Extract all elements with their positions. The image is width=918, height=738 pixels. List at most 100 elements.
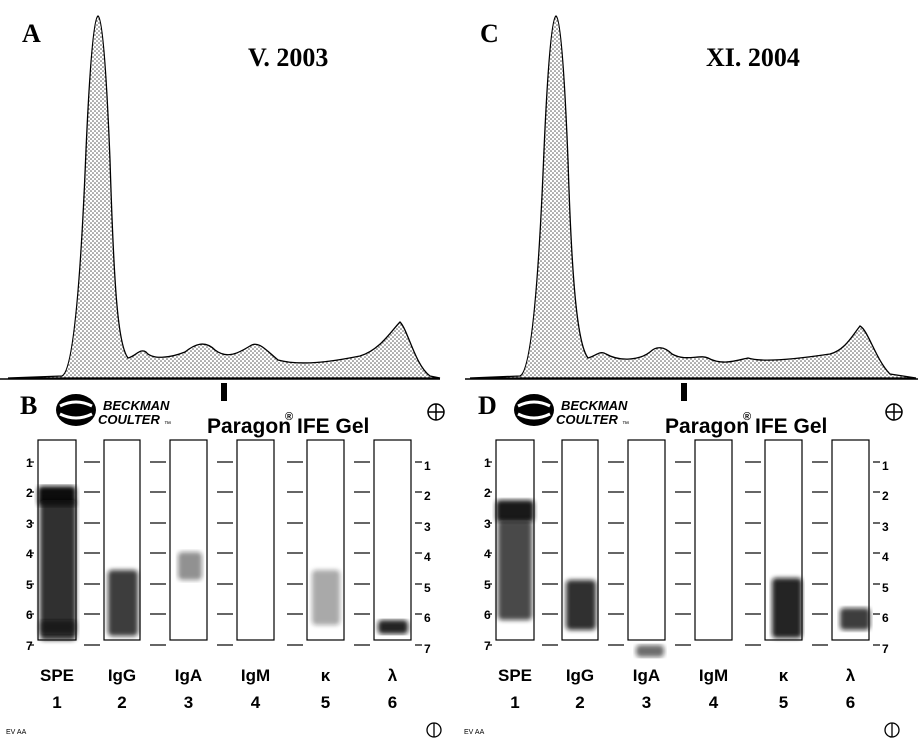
gel-band <box>40 500 76 640</box>
gel-lane <box>627 439 666 641</box>
gel-lane <box>831 439 870 641</box>
scale-label: 7 <box>882 642 889 656</box>
trademark: ™ <box>164 421 171 428</box>
densitogram-a <box>0 15 441 401</box>
gel-band <box>378 620 408 634</box>
product: Paragon <box>207 415 291 438</box>
gel-band <box>566 580 596 630</box>
scale-label: 5 <box>26 578 33 592</box>
gel-band <box>496 500 534 522</box>
gel-lane <box>694 439 733 641</box>
gel-band <box>178 552 202 580</box>
gel-band <box>636 645 664 657</box>
scale-label: 4 <box>484 547 491 561</box>
lane-name: IgA <box>175 666 202 685</box>
registered: ® <box>743 411 751 423</box>
scale-label: 3 <box>882 520 889 534</box>
lane-name: IgM <box>699 666 728 685</box>
densitogram-c <box>465 15 918 401</box>
anode-plus <box>886 404 902 420</box>
gel-band <box>312 570 340 625</box>
scale-label: 6 <box>882 611 889 625</box>
lane-number: 6 <box>388 693 397 712</box>
scale-label: 6 <box>26 608 33 622</box>
lane-name: λ <box>388 666 398 685</box>
scale-label: 7 <box>484 639 491 653</box>
scale-label: 1 <box>424 459 431 473</box>
lane-number: 4 <box>709 693 719 712</box>
panel-label: C <box>480 19 499 48</box>
logo-swoosh <box>59 400 93 420</box>
lane-number: 3 <box>184 693 193 712</box>
lane-name: λ <box>846 666 856 685</box>
lane-number: 2 <box>117 693 126 712</box>
trademark: ™ <box>622 421 629 428</box>
gel-lane <box>373 439 412 641</box>
brand: BECKMAN <box>561 398 628 413</box>
scale-label: 2 <box>424 489 431 503</box>
scale-label: 1 <box>484 456 491 470</box>
gel-lane <box>169 439 208 641</box>
footer-code: EV AA <box>464 729 485 736</box>
panel-date: XI. 2004 <box>706 43 800 72</box>
lane-number: 3 <box>642 693 651 712</box>
brand: COULTER <box>556 412 618 427</box>
brand: COULTER <box>98 412 160 427</box>
panel-label: B <box>20 391 37 420</box>
scale-label: 6 <box>424 611 431 625</box>
scale-label: 5 <box>484 578 491 592</box>
lane-name: IgM <box>241 666 270 685</box>
footer-code: EV AA <box>6 729 27 736</box>
gel-band <box>40 620 76 634</box>
gel-band <box>772 578 802 638</box>
scale-label: 3 <box>484 517 491 531</box>
panel-date: V. 2003 <box>248 43 328 72</box>
panel-label: D <box>478 391 497 420</box>
lane-number: 4 <box>251 693 261 712</box>
lane-number: 6 <box>846 693 855 712</box>
scale-label: 4 <box>882 550 889 564</box>
scale-label: 1 <box>26 456 33 470</box>
scale-label: 4 <box>26 547 33 561</box>
scale-label: 2 <box>484 486 491 500</box>
gel-band <box>498 520 532 620</box>
logo <box>514 394 554 426</box>
scale-label: 7 <box>424 642 431 656</box>
lane-name: κ <box>321 666 331 685</box>
anode-plus <box>428 404 444 420</box>
scale-label: 5 <box>424 581 431 595</box>
scale-label: 1 <box>882 459 889 473</box>
product: Paragon <box>665 415 749 438</box>
lane-number: 1 <box>510 693 519 712</box>
scale-label: 4 <box>424 550 431 564</box>
scale-label: 2 <box>882 489 889 503</box>
lane-number: 5 <box>321 693 330 712</box>
scale-label: 6 <box>484 608 491 622</box>
lane-name: SPE <box>40 666 74 685</box>
scale-label: 7 <box>26 639 33 653</box>
registered: ® <box>285 411 293 423</box>
lane-name: IgG <box>566 666 594 685</box>
logo <box>56 394 96 426</box>
lane-number: 1 <box>52 693 61 712</box>
scale-label: 3 <box>424 520 431 534</box>
lane-name: κ <box>779 666 789 685</box>
lane-name: IgG <box>108 666 136 685</box>
product: IFE Gel <box>755 415 827 438</box>
lane-number: 2 <box>575 693 584 712</box>
logo-swoosh <box>517 400 551 420</box>
gel-band <box>108 570 138 636</box>
brand: BECKMAN <box>103 398 170 413</box>
product: IFE Gel <box>297 415 369 438</box>
scale-label: 2 <box>26 486 33 500</box>
scale-label: 3 <box>26 517 33 531</box>
lane-name: SPE <box>498 666 532 685</box>
panel-label: A <box>22 19 41 48</box>
lane-number: 5 <box>779 693 788 712</box>
gel-lane <box>236 439 275 641</box>
scale-label: 5 <box>882 581 889 595</box>
lane-name: IgA <box>633 666 660 685</box>
